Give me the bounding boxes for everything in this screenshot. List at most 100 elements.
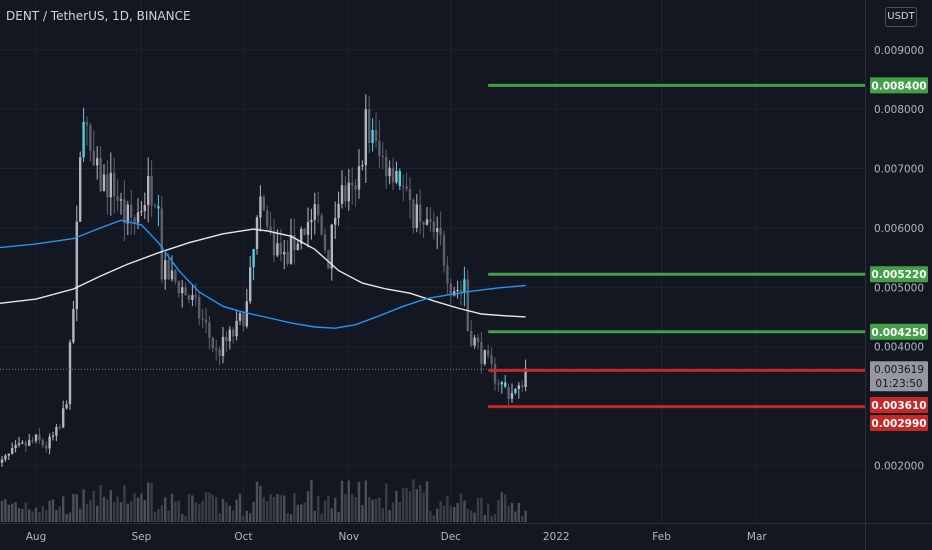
candle-body xyxy=(249,267,252,302)
volume-bar xyxy=(276,493,279,522)
volume-bar xyxy=(34,507,38,522)
candle-body xyxy=(225,336,228,342)
volume-bar xyxy=(422,492,425,522)
candle-body xyxy=(68,342,72,405)
candle-body xyxy=(17,443,21,445)
volume-bar xyxy=(0,500,4,522)
volume-bar xyxy=(235,499,238,522)
volume-bar xyxy=(242,515,245,522)
volume-bar xyxy=(269,494,272,522)
volume-bar xyxy=(344,494,347,522)
candle-body xyxy=(7,453,10,456)
volume-bar xyxy=(490,515,493,522)
volume-bar xyxy=(7,504,10,522)
candle-body xyxy=(174,270,177,282)
candle-body xyxy=(153,205,157,207)
price-tick-label: 0.006000 xyxy=(874,223,924,235)
candle-body xyxy=(215,348,218,350)
candle-body xyxy=(446,265,449,284)
price-tick-label: 0.009000 xyxy=(874,45,924,57)
volume-bar xyxy=(75,494,78,522)
candle-body xyxy=(368,109,371,144)
volume-bar xyxy=(473,512,476,522)
volume-bar xyxy=(391,502,395,522)
volume-bar xyxy=(487,503,490,522)
candle-body xyxy=(361,165,364,167)
volume-bar xyxy=(51,499,55,522)
volume-bar xyxy=(330,508,333,522)
volume-bar xyxy=(48,500,51,522)
candle-body xyxy=(521,385,524,387)
candle-body xyxy=(276,243,279,256)
level-label-target-box xyxy=(870,323,928,340)
level-label-stop-box xyxy=(870,397,928,413)
candle-body xyxy=(391,167,395,183)
volume-bar xyxy=(357,481,361,522)
candle-body xyxy=(58,427,61,429)
volume-bar xyxy=(109,490,112,522)
candle-body xyxy=(28,440,31,446)
volume-bar xyxy=(323,500,327,522)
candle-body xyxy=(347,182,350,202)
volume-bar xyxy=(347,480,350,522)
volume-bar xyxy=(160,505,163,522)
candle-body xyxy=(235,320,238,337)
volume-bar xyxy=(170,493,174,522)
volume-bar xyxy=(371,499,374,522)
volume-bar xyxy=(354,496,357,522)
candle-body xyxy=(357,166,361,190)
volume-bar xyxy=(497,499,500,522)
volume-bar xyxy=(378,497,381,522)
volume-bar xyxy=(133,493,136,522)
volume-bar xyxy=(320,514,323,522)
volume-bar xyxy=(45,510,48,522)
candle-body xyxy=(402,185,405,187)
currency-button[interactable]: USDT xyxy=(885,7,917,27)
volume-bar xyxy=(313,510,316,522)
volume-bar xyxy=(181,514,184,522)
candle-body xyxy=(242,313,245,327)
volume-bar xyxy=(293,493,296,522)
candle-body xyxy=(354,185,357,190)
volume-bar xyxy=(317,495,320,522)
volume-bar xyxy=(79,508,82,522)
price-axis[interactable]: 0.009000 0.008000 0.007000 0.006000 0.005000… xyxy=(870,45,928,473)
volume-bar xyxy=(96,505,99,522)
volume-bar xyxy=(119,502,123,522)
volume-bar xyxy=(289,514,293,522)
volume-bar xyxy=(408,491,412,522)
candle-body xyxy=(296,243,299,251)
volume-bar xyxy=(402,488,405,522)
candle-body xyxy=(432,221,435,232)
countdown-text: 01:23:50 xyxy=(875,378,922,390)
volume-bar xyxy=(374,498,378,522)
volume-bar xyxy=(483,515,486,522)
volume-bar xyxy=(453,507,456,522)
volume-bar xyxy=(58,506,61,522)
volume-bar xyxy=(116,496,119,522)
volume-bar xyxy=(174,501,177,522)
volume-bar xyxy=(510,502,514,522)
volume-bar xyxy=(113,502,116,522)
volume-bar xyxy=(85,503,89,522)
candle-body xyxy=(381,155,384,157)
level-label-target-text: 0.005220 xyxy=(871,269,926,281)
volume-bar xyxy=(279,495,282,522)
candle-body xyxy=(334,218,337,225)
candle-body xyxy=(408,188,412,200)
volume-bar xyxy=(439,501,442,522)
candle-body xyxy=(238,313,242,321)
candle-body xyxy=(429,219,432,222)
time-axis[interactable]: Aug Sep Oct Nov Dec 2022 Feb Mar xyxy=(26,531,768,543)
volume-bar xyxy=(517,503,520,522)
time-axis-border xyxy=(0,523,932,524)
volume-bar xyxy=(449,505,452,522)
candle-body xyxy=(504,382,507,387)
volume-bar xyxy=(72,493,75,522)
candle-body xyxy=(21,442,24,444)
volume-bar xyxy=(82,489,85,522)
candle-body xyxy=(385,156,388,177)
candle-body xyxy=(150,175,153,206)
volume-bar xyxy=(249,513,252,522)
